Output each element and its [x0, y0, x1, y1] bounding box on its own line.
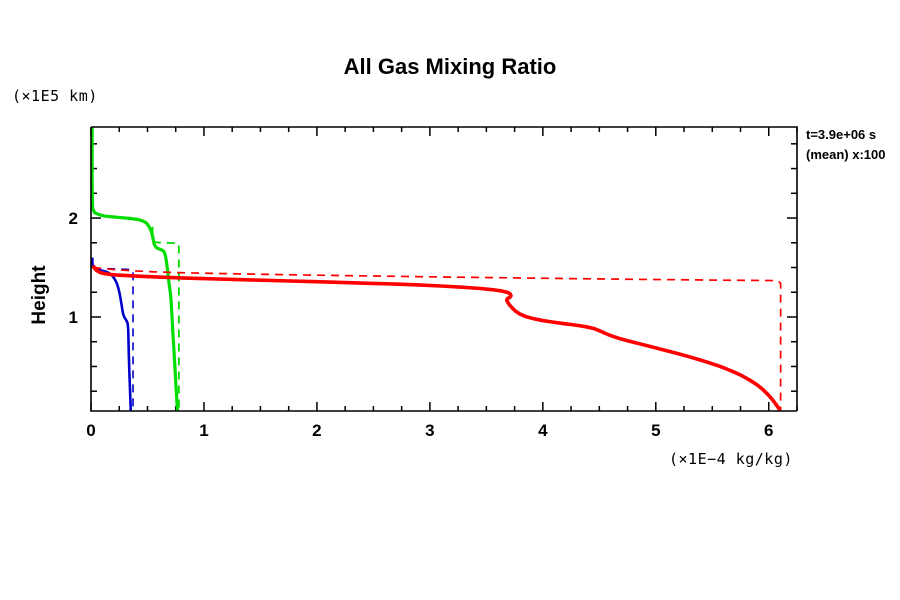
x-tick-label: 5 — [651, 421, 660, 440]
series-green-solid — [90, 127, 180, 412]
y-tick-label: 2 — [69, 209, 78, 228]
x-tick-label: 1 — [199, 421, 208, 440]
y-axis-title: Height — [29, 265, 50, 325]
annotation-mean: (mean) x:100 — [806, 147, 885, 162]
x-tick-label: 6 — [764, 421, 773, 440]
plot-frame — [90, 126, 798, 412]
series-blue-solid — [91, 257, 133, 412]
series-red-solid — [91, 264, 782, 412]
x-tick-label: 0 — [86, 421, 95, 440]
y-tick-label: 1 — [69, 308, 78, 327]
x-tick-label: 4 — [538, 421, 548, 440]
y-axis-unit-label: (×1E5 km) — [12, 87, 98, 105]
axis-ticks — [90, 127, 798, 411]
page-title: All Gas Mixing Ratio — [344, 54, 557, 79]
series-container — [90, 127, 782, 412]
series-red-dashed — [93, 266, 782, 411]
annotation-time: t=3.9e+06 s — [806, 127, 876, 142]
x-tick-label: 3 — [425, 421, 434, 440]
x-tick-label: 2 — [312, 421, 321, 440]
tick-labels: 0 1 2 3 4 5 6 1 2 — [69, 209, 774, 440]
x-axis-unit-label: (×1E−4 kg/kg) — [669, 450, 793, 468]
series-green-dashed — [151, 226, 180, 411]
